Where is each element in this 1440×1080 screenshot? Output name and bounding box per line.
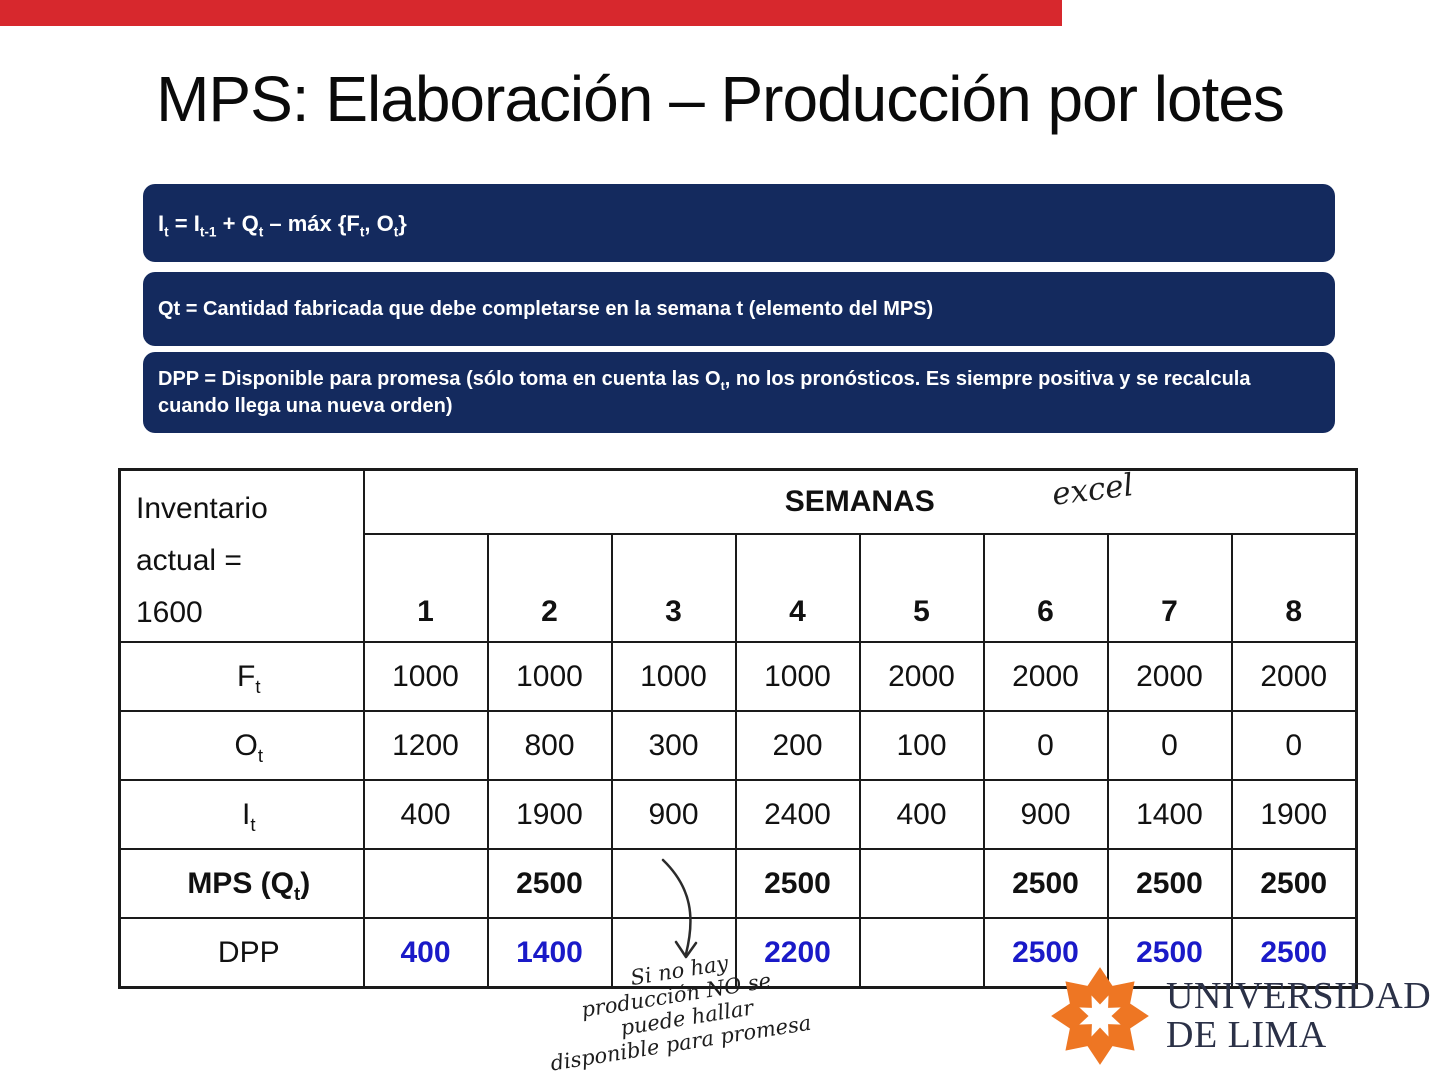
ot-week-3: 300 xyxy=(610,710,737,781)
week-8-header: 8 xyxy=(1230,533,1358,643)
formula-box-qt: Qt = Cantidad fabricada que debe complet… xyxy=(143,272,1335,346)
formula-box-inventory: It = It-1 + Qt – máx {Ft, Ot} xyxy=(143,184,1335,262)
ot-week-6: 0 xyxy=(982,710,1109,781)
ft-week-6: 2000 xyxy=(982,641,1109,712)
week-5-header: 5 xyxy=(858,533,985,643)
it-row-label: It xyxy=(118,779,365,850)
dpp-week-8: 2500 xyxy=(1230,917,1358,989)
ft-week-4: 1000 xyxy=(734,641,861,712)
dpp-week-6: 2500 xyxy=(982,917,1109,989)
mps-week-3 xyxy=(610,848,737,919)
mps-week-6: 2500 xyxy=(982,848,1109,919)
ft-row-label: Ft xyxy=(118,641,365,712)
formula-inventory-text: It = It-1 + Qt – máx {Ft, Ot} xyxy=(158,210,407,239)
week-1-header: 1 xyxy=(362,533,489,643)
ft-week-5: 2000 xyxy=(858,641,985,712)
ft-week-7: 2000 xyxy=(1106,641,1233,712)
it-week-7: 1400 xyxy=(1106,779,1233,850)
ot-week-2: 800 xyxy=(486,710,613,781)
dpp-week-2: 1400 xyxy=(486,917,613,989)
week-7-header: 7 xyxy=(1106,533,1233,643)
ot-week-7: 0 xyxy=(1106,710,1233,781)
logo-line-2: DE LIMA xyxy=(1166,1014,1327,1056)
inventory-line-1: Inventario xyxy=(136,492,268,525)
page-title: MPS: Elaboración – Producción por lotes xyxy=(156,63,1285,135)
formula-dpp-text: DPP = Disponible para promesa (sólo toma… xyxy=(158,367,1251,417)
mps-week-8: 2500 xyxy=(1230,848,1358,919)
dpp-week-5 xyxy=(858,917,985,989)
ot-week-4: 200 xyxy=(734,710,861,781)
it-week-1: 400 xyxy=(362,779,489,850)
it-week-8: 1900 xyxy=(1230,779,1358,850)
ft-week-2: 1000 xyxy=(486,641,613,712)
dpp-week-1: 400 xyxy=(362,917,489,989)
top-accent-bar xyxy=(0,0,1062,26)
handdrawn-arrow xyxy=(661,858,698,959)
table-row-dpp: DPP 400 1400 2200 2500 2500 2500 xyxy=(118,917,1358,989)
week-3-header: 3 xyxy=(610,533,737,643)
mps-row-label: MPS (Qt) xyxy=(118,848,365,919)
week-4-header: 4 xyxy=(734,533,861,643)
table-row-ft: Ft 1000 1000 1000 1000 2000 2000 2000 20… xyxy=(118,641,1358,712)
ft-week-1: 1000 xyxy=(362,641,489,712)
mps-week-4: 2500 xyxy=(734,848,861,919)
table-row-ot: Ot 1200 800 300 200 100 0 0 0 xyxy=(118,710,1358,781)
inventory-header-cell: Inventario actual = 1600 xyxy=(118,468,365,643)
table-row-it: It 400 1900 900 2400 400 900 1400 1900 xyxy=(118,779,1358,850)
ot-week-8: 0 xyxy=(1230,710,1358,781)
logo-text: UNIVERSIDAD DE LIMA xyxy=(1166,977,1431,1055)
semanas-header: SEMANAS xyxy=(362,468,1358,535)
it-week-5: 400 xyxy=(858,779,985,850)
inventory-line-3: 1600 xyxy=(136,596,203,629)
it-week-4: 2400 xyxy=(734,779,861,850)
ot-row-label: Ot xyxy=(118,710,365,781)
table-row-mps: MPS (Qt) 2500 2500 2500 2500 2500 xyxy=(118,848,1358,919)
logo-star-icon xyxy=(1051,967,1149,1065)
dpp-week-4: 2200 xyxy=(734,917,861,989)
formula-box-dpp: DPP = Disponible para promesa (sólo toma… xyxy=(143,352,1335,433)
dpp-week-7: 2500 xyxy=(1106,917,1233,989)
it-week-2: 1900 xyxy=(486,779,613,850)
ft-week-3: 1000 xyxy=(610,641,737,712)
dpp-week-3 xyxy=(610,917,737,989)
week-2-header: 2 xyxy=(486,533,613,643)
mps-week-1 xyxy=(362,848,489,919)
mps-week-5 xyxy=(858,848,985,919)
logo-line-1: UNIVERSIDAD xyxy=(1166,975,1432,1017)
it-week-6: 900 xyxy=(982,779,1109,850)
dpp-row-label: DPP xyxy=(118,917,365,989)
universidad-de-lima-logo: UNIVERSIDAD DE LIMA xyxy=(1048,964,1431,1068)
mps-table: Inventario actual = 1600 SEMANAS 1 2 3 4… xyxy=(118,468,1359,989)
ot-week-1: 1200 xyxy=(362,710,489,781)
mps-week-2: 2500 xyxy=(486,848,613,919)
formula-qt-text: Qt = Cantidad fabricada que debe complet… xyxy=(158,297,934,320)
week-6-header: 6 xyxy=(982,533,1109,643)
inventory-line-2: actual = xyxy=(136,544,242,577)
ot-week-5: 100 xyxy=(858,710,985,781)
week-number-row: 1 2 3 4 5 6 7 8 xyxy=(120,533,1358,643)
it-week-3: 900 xyxy=(610,779,737,850)
mps-week-7: 2500 xyxy=(1106,848,1233,919)
ft-week-8: 2000 xyxy=(1230,641,1358,712)
